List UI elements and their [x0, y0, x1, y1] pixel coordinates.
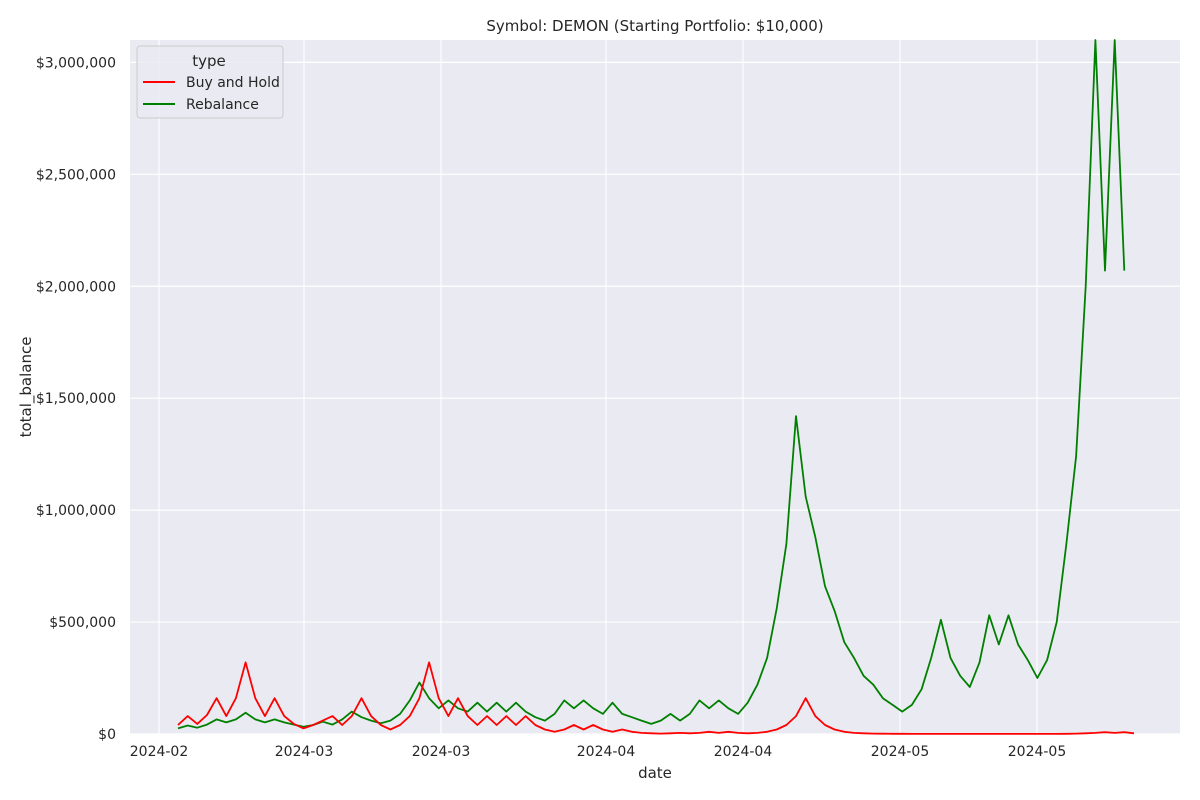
legend-label-buy-and-hold: Buy and Hold	[186, 75, 280, 91]
x-tick-label: 2024-02	[130, 744, 189, 760]
y-tick-label: $1,500,000	[36, 391, 116, 407]
y-tick-label: $2,500,000	[36, 167, 116, 183]
y-tick-label: $1,000,000	[36, 503, 116, 519]
x-tick-label: 2024-05	[871, 744, 930, 760]
legend-box	[136, 45, 284, 119]
y-axis-ticks: $0 $500,000 $1,000,000 $1,500,000 $2,000,000…	[36, 55, 116, 743]
legend-title: type	[192, 52, 226, 70]
series-line-buy-and-hold	[177, 661, 1135, 735]
y-tick-label: $2,000,000	[36, 279, 116, 295]
series-line-rebalance	[177, 39, 1126, 730]
x-tick-label: 2024-04	[577, 744, 636, 760]
grid-lines	[130, 40, 1180, 735]
y-tick-label: $500,000	[49, 615, 116, 631]
legend-label-rebalance: Rebalance	[186, 97, 259, 113]
legend: type Buy and Hold Rebalance	[136, 45, 284, 119]
x-tick-label: 2024-04	[714, 744, 773, 760]
y-axis-title: total_balance	[17, 337, 36, 438]
series-lines	[177, 39, 1135, 735]
x-axis-ticks: 2024-02 2024-03 2024-03 2024-04 2024-04 2024-…	[130, 744, 1067, 760]
x-tick-label: 2024-03	[412, 744, 471, 760]
y-tick-label: $3,000,000	[36, 55, 116, 71]
chart-title: Symbol: DEMON (Starting Portfolio: $10,0…	[486, 17, 823, 35]
x-tick-label: 2024-03	[275, 744, 334, 760]
plot-background	[130, 40, 1180, 734]
x-axis-title: date	[638, 764, 672, 782]
y-tick-label: $0	[98, 727, 116, 743]
x-tick-label: 2024-05	[1008, 744, 1067, 760]
